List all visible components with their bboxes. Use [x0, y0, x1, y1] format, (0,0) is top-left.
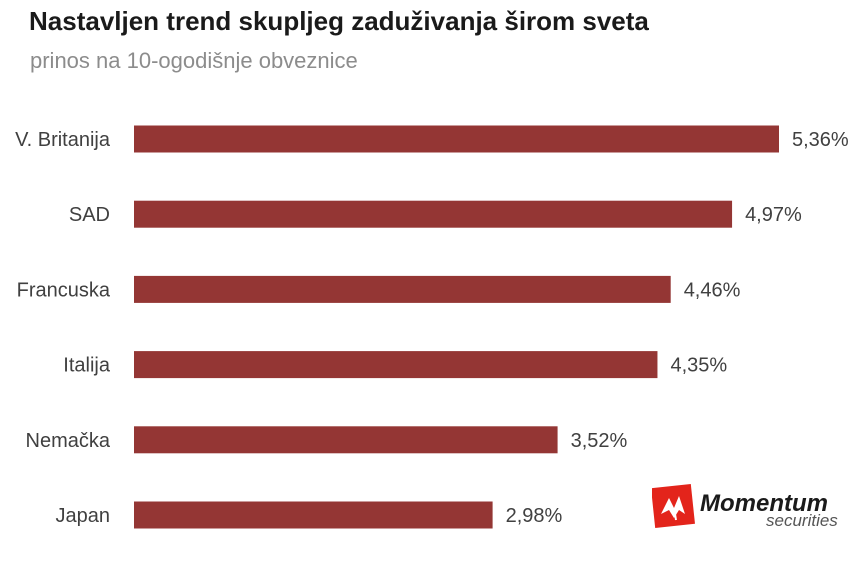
value-label-v-britanija: 5,36% [792, 129, 849, 151]
bar-nema-ka [134, 426, 558, 454]
bar-japan [134, 501, 493, 529]
chart-subtitle: prinos na 10-ogodišnje obveznice [30, 48, 358, 73]
category-label-francuska: Francuska [17, 279, 111, 301]
value-label-nema-ka: 3,52% [571, 430, 628, 452]
bar-francuska [134, 275, 671, 303]
value-label-francuska: 4,46% [684, 279, 741, 301]
category-label-italija: Italija [63, 355, 111, 377]
category-label-nema-ka: Nemačka [26, 430, 111, 452]
bar-v-britanija [134, 125, 779, 153]
logo-brand-text: Momentum [700, 490, 828, 517]
category-label-japan: Japan [56, 505, 111, 527]
bar-sad [134, 200, 733, 228]
bar-italija [134, 351, 658, 379]
value-label-italija: 4,35% [670, 355, 727, 377]
logo-sub-text: securities [766, 511, 838, 530]
value-label-sad: 4,97% [745, 204, 802, 226]
value-label-japan: 2,98% [506, 505, 563, 527]
chart-title: Nastavljen trend skupljeg zaduživanja ši… [29, 6, 649, 36]
momentum-securities-logo: Momentum securities [652, 484, 838, 530]
category-label-sad: SAD [69, 204, 110, 226]
category-label-v-britanija: V. Britanija [15, 129, 111, 151]
